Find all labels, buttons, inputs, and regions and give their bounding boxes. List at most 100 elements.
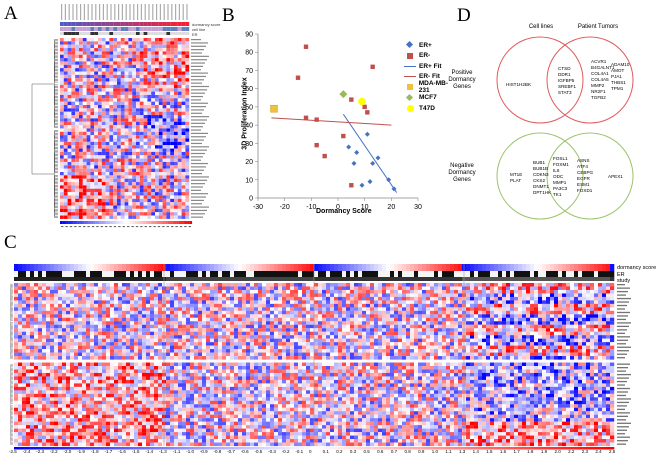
heatmap-cell bbox=[250, 297, 254, 301]
heatmap-cell bbox=[166, 314, 170, 318]
heatmap-cell bbox=[366, 321, 370, 325]
heatmap-cell bbox=[582, 314, 586, 318]
heatmap-cell bbox=[60, 122, 64, 125]
colorbar-tick bbox=[79, 226, 81, 227]
heatmap-cell bbox=[154, 286, 158, 290]
heatmap-cell bbox=[282, 318, 286, 322]
heatmap-cell bbox=[274, 290, 278, 294]
heatmap-cell bbox=[362, 321, 366, 325]
heatmap-cell bbox=[68, 68, 72, 71]
heatmap-cell bbox=[98, 192, 102, 195]
study-track-cell bbox=[430, 277, 434, 281]
heatmap-cell bbox=[282, 293, 286, 297]
heatmap-cell bbox=[26, 332, 30, 336]
er-track-cell bbox=[126, 271, 130, 277]
heatmap-cell bbox=[144, 162, 148, 165]
heatmap-cell bbox=[75, 139, 79, 142]
heatmap-cell bbox=[166, 297, 170, 301]
heatmap-cell bbox=[298, 293, 302, 297]
heatmap-cell bbox=[190, 318, 194, 322]
heatmap-cell bbox=[79, 112, 83, 115]
heatmap-cell bbox=[98, 55, 102, 58]
heatmap-cell bbox=[151, 155, 155, 158]
heatmap-cell bbox=[71, 165, 75, 168]
heatmap-cell bbox=[378, 297, 382, 301]
heatmap-cell bbox=[158, 311, 162, 315]
heatmap-cell bbox=[178, 172, 182, 175]
heatmap-cell bbox=[126, 321, 130, 325]
heatmap-cell bbox=[166, 212, 170, 215]
heatmap-cell bbox=[574, 328, 578, 332]
heatmap-cell bbox=[274, 307, 278, 311]
heatmap-cell bbox=[155, 162, 159, 165]
heatmap-cell bbox=[182, 189, 186, 192]
heatmap-cell bbox=[30, 311, 34, 315]
heatmap-cell bbox=[534, 300, 538, 304]
heatmap-cell bbox=[362, 328, 366, 332]
heatmap-cell bbox=[170, 48, 174, 51]
heatmap-cell bbox=[70, 300, 74, 304]
heatmap-cell bbox=[358, 283, 362, 287]
heatmap-cell bbox=[106, 169, 110, 172]
heatmap-cell bbox=[58, 321, 62, 325]
heatmap-cell bbox=[140, 102, 144, 105]
heatmap-cell bbox=[78, 297, 82, 301]
heatmap-cell bbox=[94, 165, 98, 168]
heatmap-cell bbox=[106, 293, 110, 297]
heatmap-cell bbox=[140, 212, 144, 215]
heatmap-cell bbox=[170, 297, 174, 301]
heatmap-cell bbox=[190, 328, 194, 332]
heatmap-cell bbox=[106, 300, 110, 304]
heatmap-cell bbox=[438, 325, 442, 329]
heatmap-cell bbox=[102, 286, 106, 290]
dormancy-track-cell bbox=[102, 22, 106, 26]
panel-c-svg bbox=[0, 250, 662, 459]
study-track-cell bbox=[498, 277, 502, 281]
heatmap-cell bbox=[386, 286, 390, 290]
heatmap-cell bbox=[147, 118, 151, 121]
heatmap-cell bbox=[110, 307, 114, 311]
dormancy-track-cell bbox=[113, 22, 117, 26]
heatmap-cell bbox=[422, 328, 426, 332]
heatmap-cell bbox=[530, 304, 534, 308]
heatmap-cell bbox=[136, 95, 140, 98]
heatmap-cell bbox=[185, 155, 189, 158]
er-track-cell bbox=[163, 32, 167, 35]
heatmap-cell bbox=[594, 314, 598, 318]
heatmap-cell bbox=[117, 185, 121, 188]
heatmap-cell bbox=[266, 318, 270, 322]
study-track-cell bbox=[122, 277, 126, 281]
heatmap-cell bbox=[98, 51, 102, 54]
heatmap-cell bbox=[151, 115, 155, 118]
heatmap-cell bbox=[94, 108, 98, 111]
heatmap-cell bbox=[125, 92, 129, 95]
heatmap-cell bbox=[494, 290, 498, 294]
heatmap-cell bbox=[378, 293, 382, 297]
er-track-cell bbox=[390, 271, 394, 277]
heatmap-cell bbox=[71, 75, 75, 78]
heatmap-cell bbox=[610, 311, 614, 315]
heatmap-cell bbox=[174, 45, 178, 48]
heatmap-cell bbox=[79, 159, 83, 162]
heatmap-cell bbox=[174, 202, 178, 205]
heatmap-cell bbox=[42, 328, 46, 332]
heatmap-cell bbox=[310, 293, 314, 297]
heatmap-cell bbox=[214, 321, 218, 325]
heatmap-cell bbox=[109, 122, 113, 125]
heatmap-cell bbox=[185, 48, 189, 51]
heatmap-cell bbox=[178, 55, 182, 58]
heatmap-cell bbox=[83, 182, 87, 185]
heatmap-cell bbox=[414, 307, 418, 311]
heatmap-cell bbox=[466, 325, 470, 329]
heatmap-cell bbox=[98, 41, 102, 44]
heatmap-cell bbox=[75, 162, 79, 165]
heatmap-cell bbox=[530, 300, 534, 304]
heatmap-cell bbox=[155, 85, 159, 88]
heatmap-cell bbox=[78, 318, 82, 322]
heatmap-cell bbox=[438, 311, 442, 315]
dormancy-track-cell bbox=[410, 264, 414, 271]
heatmap-cell bbox=[182, 321, 186, 325]
heatmap-cell bbox=[117, 118, 121, 121]
legend-label: MCF7 bbox=[419, 94, 437, 101]
er-track-cell bbox=[125, 32, 129, 35]
